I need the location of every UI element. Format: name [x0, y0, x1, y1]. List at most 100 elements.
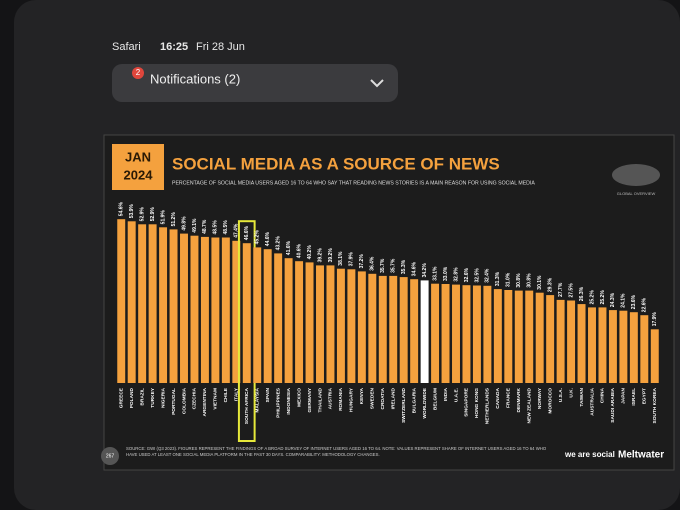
x-tick-label: POLAND [129, 387, 135, 408]
x-tick-label: CROATIA [380, 387, 386, 409]
bar [483, 285, 492, 383]
value-label: 43.2% [275, 236, 281, 251]
x-tick-label: EGYPT [642, 388, 648, 404]
notification-bg[interactable] [112, 64, 398, 102]
x-tick-label: AUSTRALIA [589, 387, 595, 415]
bar [295, 261, 304, 383]
bar [598, 307, 607, 383]
x-tick-label: COLOMBIA [181, 387, 187, 414]
value-label: 35.7% [380, 258, 386, 273]
value-label: 17.9% [652, 312, 658, 327]
bar [535, 292, 544, 383]
value-label: 33.0% [443, 266, 449, 281]
value-label: 48.5% [213, 220, 219, 235]
bar [117, 219, 126, 383]
x-tick-label: SWITZERLAND [401, 387, 407, 422]
bar [441, 284, 450, 383]
bar [274, 253, 283, 383]
x-tick-label: MEXICO [296, 388, 302, 407]
value-label: 26.3% [579, 286, 585, 301]
bar [336, 268, 345, 383]
bar [263, 249, 272, 383]
date-badge [112, 144, 164, 190]
value-label: 25.2% [589, 290, 595, 305]
value-label: 27.5% [568, 283, 574, 298]
bar [650, 329, 659, 383]
x-tick-label: MOROCCO [547, 388, 553, 414]
notification-label[interactable]: Notifications (2) [150, 71, 240, 86]
bar [148, 224, 157, 383]
bar [462, 285, 471, 383]
value-label: 24.1% [621, 293, 627, 308]
bar [431, 283, 440, 383]
bar [368, 273, 377, 383]
x-tick-label: BELGIUM [432, 388, 438, 410]
value-label: 34.6% [411, 261, 417, 276]
x-tick-label: KENYA [359, 387, 365, 404]
x-tick-label: NORWAY [537, 387, 543, 409]
value-label: 34.2% [422, 263, 428, 278]
bar [159, 227, 168, 383]
bar [378, 275, 387, 383]
x-tick-label: GERMANY [307, 387, 313, 412]
value-label: 30.1% [537, 275, 543, 290]
value-label: 27.7% [558, 282, 564, 297]
bar [357, 271, 366, 383]
x-tick-label: BRAZIL [139, 388, 145, 406]
value-label: 25.2% [600, 290, 606, 305]
value-label: 52.9% [150, 207, 156, 222]
world-map [612, 164, 660, 186]
bar [305, 262, 314, 383]
notification-pill[interactable]: 2 Notifications (2) [112, 64, 398, 102]
x-tick-label: JAPAN [621, 387, 627, 403]
value-label: 35.7% [391, 258, 397, 273]
x-tick-label: U.A.E. [453, 388, 459, 402]
bar [410, 279, 419, 383]
bar [316, 265, 324, 383]
value-label: 54.6% [119, 201, 125, 216]
x-tick-label: NETHERLANDS [485, 387, 491, 424]
brand-meltwater: Meltwater [618, 450, 664, 461]
x-tick-label: SWEDEN [370, 387, 376, 409]
bar [472, 285, 481, 383]
value-label: 32.4% [485, 268, 491, 283]
source-note: SOURCE: GWI (Q3 2023). FIGURES REPRESENT… [126, 446, 547, 457]
x-tick-label: NIGERIA [160, 387, 166, 408]
value-label: 41.6% [286, 240, 292, 255]
value-label: 49.1% [192, 218, 198, 233]
value-label: 29.3% [547, 277, 553, 292]
value-label: 52.9% [139, 207, 145, 222]
value-label: 39.2% [328, 248, 334, 263]
value-label: 36.4% [370, 256, 376, 271]
bar [284, 258, 293, 383]
chevron[interactable] [370, 79, 384, 88]
x-tick-label: TAIWAN [579, 387, 585, 406]
bar [567, 300, 576, 383]
plot: 54.6% GREECE 53.9% POLAND 52.9% BRAZIL 52.9% TU… [117, 201, 659, 442]
value-label: 49.8% [181, 216, 187, 231]
status-app: Safari [112, 41, 141, 53]
x-tick-label: BULGARIA [411, 387, 417, 413]
x-tick-label: MALAYSIA [254, 387, 260, 412]
x-tick-label: CANADA [495, 387, 501, 408]
x-tick-label: CHILE [223, 387, 229, 402]
x-tick-label: CHINA [600, 387, 606, 403]
page-circle [101, 447, 119, 465]
bar [326, 265, 335, 383]
badge [132, 67, 144, 79]
bar [493, 289, 502, 383]
value-label: 24.3% [610, 292, 616, 307]
bar [556, 299, 565, 383]
x-tick-label: INDIA [443, 387, 449, 401]
x-tick-label: IRELAND [390, 387, 396, 409]
x-tick-label: SOUTH AFRICA [244, 387, 250, 424]
bar [221, 237, 230, 383]
bar [629, 312, 638, 383]
source-box: SOURCE: GWI (Q3 2023). FIGURES REPRESENT… [126, 446, 547, 457]
bar [420, 280, 429, 383]
chart-subtitle: PERCENTAGE OF SOCIAL MEDIA USERS AGED 16… [172, 180, 535, 186]
value-label: 48.5% [223, 220, 229, 235]
page-number: 267 [106, 453, 115, 459]
x-tick-label: FRANCE [506, 387, 512, 408]
